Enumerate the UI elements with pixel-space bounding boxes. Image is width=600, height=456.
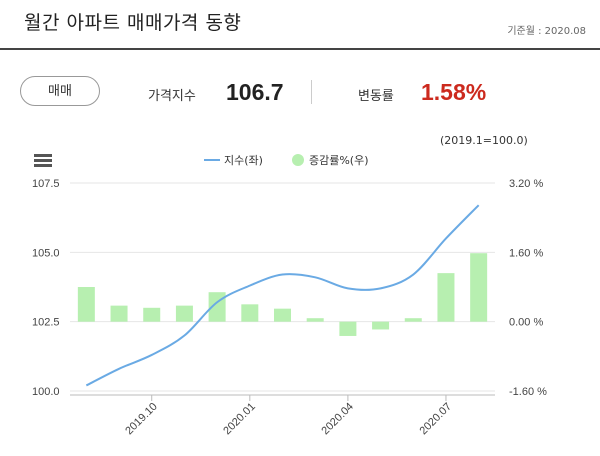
y-left-tick-label: 102.5 (32, 317, 60, 329)
bar (110, 305, 128, 322)
header: 월간 아파트 매매가격 동향 기준월 : 2020.08 (0, 0, 600, 50)
y-left-tick-label: 107.5 (32, 178, 60, 190)
bar (143, 307, 161, 322)
x-tick-label: 2020.04 (319, 401, 356, 438)
y-right-tick-label: 0.00 % (509, 317, 543, 329)
bar (208, 292, 226, 322)
bar (241, 304, 259, 322)
bar (339, 321, 357, 336)
stat-separator (311, 80, 312, 104)
bar (306, 318, 324, 322)
series-line (85, 204, 480, 387)
page-title: 월간 아파트 매매가격 동향 (24, 12, 242, 34)
y-right-tick-label: -1.60 % (509, 386, 547, 398)
bar (470, 253, 488, 322)
bar (77, 287, 95, 322)
chart-menu-icon[interactable] (34, 154, 52, 168)
base-date: 기준월 : 2020.08 (507, 26, 586, 37)
x-tick-label: 2020.07 (417, 401, 454, 438)
y-left-tick-label: 105.0 (32, 247, 60, 259)
bar (437, 273, 455, 322)
legend-label: 지수(좌) (224, 154, 263, 167)
x-tick-label: 2019.10 (123, 401, 160, 438)
index-label: 가격지수 (148, 89, 196, 104)
index-value: 106.7 (226, 79, 284, 105)
legend-label: 증감률%(우) (309, 154, 369, 167)
bar (404, 318, 422, 322)
y-left-tick-label: 100.0 (32, 386, 60, 398)
bar (274, 308, 291, 322)
change-label: 변동률 (358, 89, 394, 104)
bar (372, 321, 390, 330)
x-tick-label: 2020.01 (221, 401, 258, 438)
bar (175, 305, 193, 322)
divider (0, 48, 600, 50)
trade-type-button[interactable]: 매매 (20, 76, 100, 106)
y-right-tick-label: 1.60 % (509, 247, 543, 259)
chart-note: (2019.1=100.0) (440, 134, 528, 147)
y-right-tick-label: 3.20 % (509, 178, 543, 190)
legend-bar-swatch (292, 154, 304, 166)
change-value: 1.58% (421, 79, 487, 105)
